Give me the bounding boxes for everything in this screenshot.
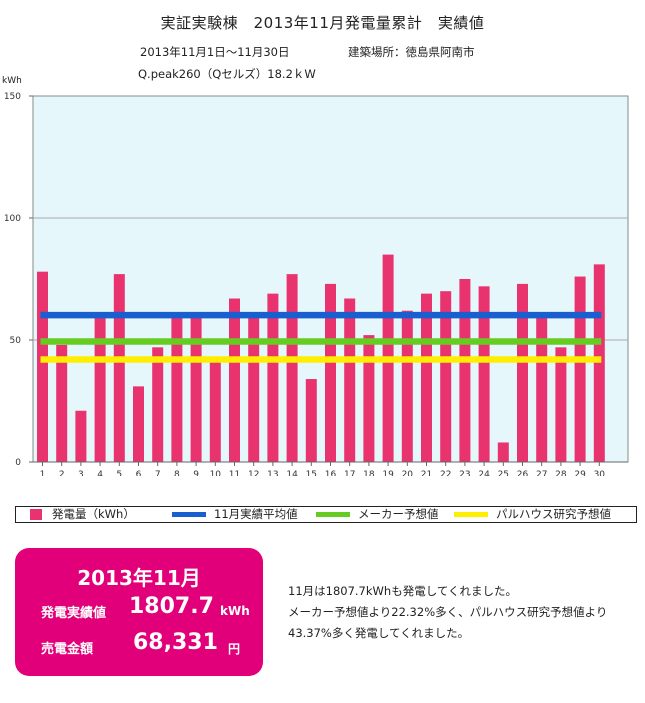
x-tick-label-26: 26 — [517, 470, 529, 476]
bar-day-5 — [113, 274, 125, 462]
x-tick-label-15: 15 — [306, 470, 317, 476]
legend-label-palhouse: パルハウス研究予想値 — [496, 507, 611, 521]
x-tick-label-5: 5 — [116, 470, 122, 476]
x-tick-label-1: 1 — [40, 470, 46, 476]
y-tick-label-100: 100 — [4, 214, 21, 224]
message-line-2: メーカー予想値より22.32%多く、パルハウス研究予想値より — [288, 605, 608, 619]
chart-title: 実証実験棟 2013年11月発電量累計 実績値 — [160, 14, 485, 32]
bar-day-22 — [440, 291, 452, 462]
x-tick-label-22: 22 — [440, 470, 451, 476]
bar-day-13 — [267, 293, 279, 462]
x-tick-label-14: 14 — [286, 470, 298, 476]
x-tick-label-23: 23 — [459, 470, 470, 476]
bar-day-30 — [593, 264, 605, 462]
x-tick-label-2: 2 — [59, 470, 65, 476]
legend-label-generation: 発電量（kWh） — [52, 507, 135, 521]
bar-day-14 — [286, 274, 298, 462]
bar-day-9 — [190, 318, 202, 462]
x-tick-label-28: 28 — [555, 470, 567, 476]
bar-day-3 — [75, 410, 87, 462]
bar-day-8 — [171, 318, 183, 462]
bar-day-17 — [344, 298, 356, 462]
x-tick-label-13: 13 — [267, 470, 278, 476]
bar-day-10 — [209, 359, 221, 462]
bar-day-1 — [37, 271, 48, 462]
legend-item-average: 11月実績平均値 — [172, 507, 298, 521]
bar-day-15 — [305, 379, 317, 462]
legend-label-maker: メーカー予想値 — [358, 507, 439, 521]
bar-day-4 — [94, 318, 106, 462]
bar-day-11 — [229, 298, 240, 462]
x-tick-label-10: 10 — [210, 470, 222, 476]
sale-label: 売電金額 — [41, 642, 94, 657]
summary-message: 11月は1807.7kWhも発電してくれました。 メーカー予想値より22.32%… — [288, 581, 607, 644]
bar-day-29 — [574, 276, 586, 462]
x-tick-label-20: 20 — [402, 470, 414, 476]
bar-day-21 — [421, 293, 432, 462]
x-tick-label-30: 30 — [594, 470, 606, 476]
legend-item-maker: メーカー予想値 — [316, 507, 439, 521]
x-tick-label-6: 6 — [136, 470, 142, 476]
legend-swatch-average — [172, 511, 206, 517]
bar-day-18 — [363, 335, 375, 462]
generation-unit: kWh — [220, 604, 250, 618]
legend-swatch-palhouse — [454, 511, 488, 517]
bar-day-24 — [478, 286, 490, 462]
generation-value: 1807.7 — [129, 594, 214, 619]
x-tick-label-19: 19 — [382, 470, 394, 476]
message-line-3: 43.37%多く発電してくれました。 — [288, 626, 470, 640]
legend-label-average: 11月実績平均値 — [214, 507, 298, 521]
x-tick-label-7: 7 — [155, 470, 161, 476]
summary-badge: 2013年11月 発電実績値 1807.7 kWh 売電金額 68,331 円 — [15, 548, 263, 676]
bar-day-25 — [497, 442, 509, 462]
x-tick-label-8: 8 — [174, 470, 180, 476]
location-text: 建築場所：徳島県阿南市 — [348, 45, 475, 59]
x-tick-label-11: 11 — [229, 470, 240, 476]
x-tick-label-17: 17 — [344, 470, 355, 476]
y-axis-unit: kWh — [2, 76, 22, 86]
bar-day-7 — [152, 347, 164, 462]
x-tick-label-16: 16 — [325, 470, 337, 476]
x-tick-label-18: 18 — [363, 470, 375, 476]
bar-day-16 — [325, 283, 336, 462]
generation-label: 発電実績値 — [41, 606, 107, 621]
message-line-1: 11月は1807.7kWhも発電してくれました。 — [288, 584, 517, 598]
sale-value: 68,331 — [133, 630, 218, 655]
y-tick-label-50: 50 — [10, 336, 22, 346]
y-tick-label-0: 0 — [15, 458, 21, 468]
y-tick-label-150: 150 — [4, 92, 21, 102]
bar-day-23 — [459, 279, 471, 462]
bar-day-26 — [517, 283, 528, 462]
x-tick-label-27: 27 — [536, 470, 547, 476]
x-tick-label-29: 29 — [574, 470, 586, 476]
legend-swatch-generation — [30, 508, 42, 520]
x-tick-label-24: 24 — [478, 470, 490, 476]
period-text: 2013年11月1日〜11月30日 — [140, 45, 290, 59]
legend-swatch-maker — [316, 511, 350, 517]
x-tick-label-21: 21 — [421, 470, 432, 476]
x-tick-label-4: 4 — [97, 470, 103, 476]
legend-item-generation: 発電量（kWh） — [30, 507, 135, 521]
summary-title: 2013年11月 — [77, 566, 201, 590]
x-tick-label-25: 25 — [498, 470, 509, 476]
bar-day-27 — [536, 318, 548, 462]
x-tick-label-3: 3 — [78, 470, 84, 476]
bar-day-20 — [401, 310, 413, 462]
bar-day-28 — [555, 347, 567, 462]
x-tick-label-9: 9 — [193, 470, 199, 476]
bar-day-12 — [248, 318, 260, 462]
legend: 発電量（kWh） 11月実績平均値 メーカー予想値 パルハウス研究予想値 — [15, 506, 637, 523]
sale-unit: 円 — [228, 642, 241, 656]
legend-item-palhouse: パルハウス研究予想値 — [454, 507, 611, 521]
bar-day-6 — [133, 386, 144, 462]
bar-day-2 — [56, 344, 68, 462]
system-text: Q.peak260（Qセルズ）18.2ｋW — [138, 67, 316, 81]
x-tick-label-12: 12 — [248, 470, 259, 476]
